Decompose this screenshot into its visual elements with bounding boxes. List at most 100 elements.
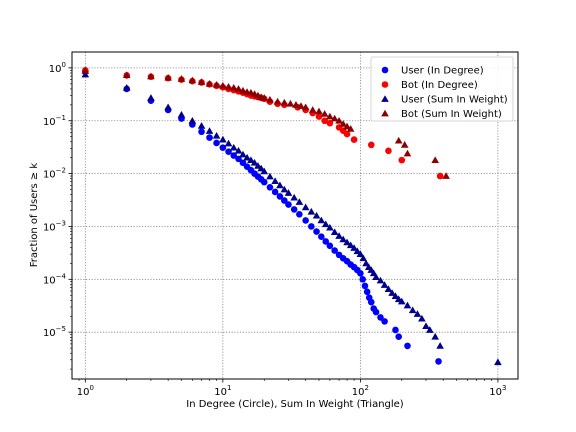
data-point <box>266 184 274 191</box>
data-point <box>292 101 300 108</box>
data-point <box>388 289 396 296</box>
legend-label: Bot (Sum In Weight) <box>401 109 502 120</box>
legend: User (In Degree) Bot (In Degree) User (Sum… <box>370 56 514 122</box>
data-point <box>301 103 310 111</box>
y-tick-label: 10−4 <box>43 272 67 286</box>
data-point <box>436 172 444 180</box>
data-point <box>229 84 238 91</box>
y-tick-base: 10 <box>43 117 56 128</box>
data-point <box>321 220 330 228</box>
data-point <box>326 242 334 250</box>
data-point <box>234 147 243 154</box>
data-point <box>357 269 364 277</box>
data-point <box>326 119 334 127</box>
data-point <box>224 82 233 90</box>
data-point <box>307 207 316 215</box>
data-point <box>435 358 442 365</box>
data-point <box>276 193 284 200</box>
plot-frame <box>71 51 519 380</box>
data-point <box>205 127 214 134</box>
data-point <box>322 238 330 245</box>
data-point <box>397 297 406 305</box>
data-point <box>346 125 355 132</box>
data-point <box>281 197 288 204</box>
data-point <box>122 71 131 78</box>
x-axis-label: In Degree (Circle), Sum In Weight (Trian… <box>186 399 404 410</box>
legend-label: User (Sum In Weight) <box>401 95 508 106</box>
y-tick-label: 10−3 <box>43 219 66 233</box>
x-tick-label: 100 <box>77 384 94 398</box>
data-point <box>234 85 243 92</box>
y-axis-label: Fraction of Users ≥ k <box>29 163 40 268</box>
x-tick-base: 10 <box>489 387 502 398</box>
data-point <box>301 203 310 211</box>
data-point <box>295 198 304 205</box>
data-point <box>164 73 172 81</box>
data-point <box>81 67 90 74</box>
data-point <box>271 177 279 185</box>
data-point <box>367 141 375 149</box>
legend-marker <box>381 95 389 102</box>
data-point <box>339 120 347 127</box>
data-point <box>395 333 403 341</box>
data-point <box>243 153 251 161</box>
data-point <box>330 228 339 236</box>
data-point <box>290 206 298 213</box>
data-point <box>260 178 268 186</box>
data-point <box>377 314 384 321</box>
data-point <box>297 102 305 109</box>
data-point <box>280 185 289 193</box>
grid <box>72 52 518 379</box>
y-tick-label: 10−2 <box>43 167 66 181</box>
data-point <box>315 113 323 120</box>
x-tick-exponent: 1 <box>227 384 231 392</box>
data-point <box>212 80 221 88</box>
data-point <box>147 94 155 101</box>
data-point <box>398 156 406 164</box>
y-tick-base: 10 <box>43 275 56 286</box>
data-point <box>403 149 412 157</box>
data-point <box>431 156 440 163</box>
data-point <box>384 285 393 293</box>
data-point <box>271 188 279 196</box>
series-2 <box>81 70 502 366</box>
data-point <box>122 84 131 91</box>
y-tick-exponent: −3 <box>56 219 66 227</box>
data-point <box>177 110 186 118</box>
data-point <box>273 97 282 105</box>
data-point <box>239 150 247 158</box>
data-point <box>335 232 343 239</box>
legend-marker <box>381 81 389 88</box>
data-point <box>308 106 317 113</box>
legend-box <box>370 56 514 122</box>
data-point <box>266 95 274 103</box>
data-point <box>312 211 321 219</box>
data-point <box>413 310 422 317</box>
y-tick-exponent: 0 <box>62 61 66 69</box>
data-point <box>372 273 380 280</box>
data-point <box>198 128 205 136</box>
data-point <box>147 72 155 80</box>
x-tick-base: 10 <box>77 387 90 398</box>
data-point <box>164 103 172 111</box>
data-point <box>362 259 370 267</box>
data-point <box>418 314 426 322</box>
data-point <box>320 110 329 117</box>
legend-label: Bot (In Degree) <box>401 80 478 91</box>
y-tick-exponent: −2 <box>56 167 66 175</box>
data-point <box>326 112 334 120</box>
data-point <box>422 322 430 329</box>
data-point <box>177 75 186 82</box>
data-point <box>313 228 320 235</box>
data-point <box>343 130 351 138</box>
data-point <box>335 116 343 124</box>
data-point <box>326 223 334 231</box>
data-point <box>367 298 375 306</box>
data-point <box>285 201 292 208</box>
data-point <box>230 152 238 159</box>
series-3 <box>81 67 450 179</box>
x-tick-exponent: 2 <box>365 384 369 392</box>
x-tick-label: 102 <box>352 384 369 398</box>
data-point <box>205 80 214 87</box>
x-tick-base: 10 <box>352 387 365 398</box>
